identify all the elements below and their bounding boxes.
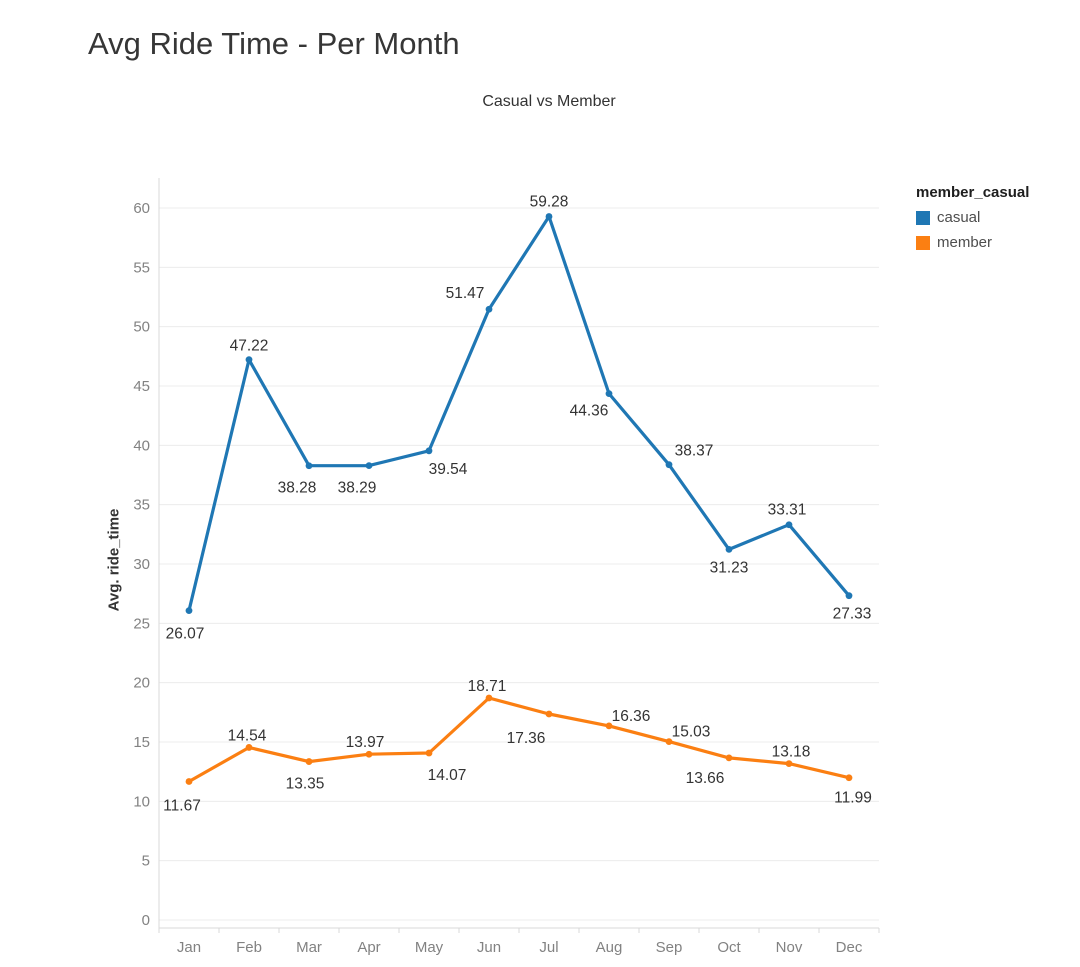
legend-item-casual[interactable]: casual [916,209,1076,226]
x-tick-label-jul: Jul [539,939,558,956]
legend-label-casual: casual [937,209,981,226]
data-label-casual-jan: 26.07 [166,626,205,643]
data-point-casual-dec[interactable] [845,592,853,600]
casual-swatch-icon [916,210,930,225]
data-point-member-dec[interactable] [845,774,853,782]
data-point-member-jan[interactable] [185,778,193,785]
data-point-member-apr[interactable] [365,750,373,758]
legend-title: member_casual [916,184,1030,201]
data-point-casual-feb[interactable] [245,356,253,364]
data-label-member-may: 14.07 [428,767,467,784]
data-point-casual-aug[interactable] [605,390,613,397]
x-tick-label-may: May [415,939,444,956]
data-point-member-jun[interactable] [485,694,493,702]
y-tick-label: 25 [133,615,150,632]
chart-subtitle: Casual vs Member [482,93,616,110]
data-point-casual-jan[interactable] [185,607,193,615]
y-tick-label: 45 [133,378,150,395]
data-label-member-mar: 13.35 [286,776,325,793]
data-label-casual-feb: 47.22 [230,338,269,355]
x-tick-label-jan: Jan [177,939,201,956]
x-tick-label-apr: Apr [357,939,380,956]
data-point-casual-sep[interactable] [665,461,673,469]
chart-title: Avg Ride Time - Per Month [88,26,460,61]
data-point-casual-oct[interactable] [725,546,733,553]
series-line-member[interactable] [187,696,851,784]
data-label-casual-may: 39.54 [429,461,468,478]
y-tick-label: 10 [133,793,150,810]
legend-label-member: member [937,234,993,251]
y-tick-label: 55 [133,259,150,276]
data-point-member-may[interactable] [425,749,433,757]
data-label-casual-oct: 31.23 [710,559,749,576]
data-label-member-dec: 11.99 [834,790,872,807]
x-tick-label-mar: Mar [296,939,322,956]
y-tick-label: 40 [133,437,150,454]
data-label-casual-sep: 38.37 [675,443,714,460]
x-tick-label-nov: Nov [776,939,803,956]
y-tick-label: 35 [133,497,150,514]
data-label-casual-dec: 27.33 [833,606,872,623]
data-point-casual-may[interactable] [425,447,433,455]
y-tick-label: 50 [133,319,150,336]
x-tick-label-sep: Sep [656,939,683,956]
series-line-casual[interactable] [187,214,851,613]
y-tick-label: 15 [133,734,150,751]
data-point-member-sep[interactable] [665,738,673,746]
legend-item-member[interactable]: member [916,234,1076,251]
data-label-member-jun: 18.71 [468,678,507,695]
data-label-casual-apr: 38.29 [338,480,377,497]
legend: member_casual casual member [916,184,1076,259]
data-label-member-sep: 15.03 [672,724,711,741]
data-point-member-jul[interactable] [545,710,553,718]
x-tick-label-feb: Feb [236,939,262,956]
data-point-casual-jun[interactable] [485,305,493,313]
data-point-casual-apr[interactable] [365,462,373,470]
data-label-member-oct: 13.66 [686,770,725,787]
x-tick-label-oct: Oct [717,939,741,956]
y-tick-label: 30 [133,556,150,573]
data-label-casual-jun: 51.47 [446,285,485,302]
data-label-member-aug: 16.36 [612,708,651,725]
data-point-member-aug[interactable] [605,722,613,730]
x-tick-label-aug: Aug [596,939,623,956]
member-swatch-icon [916,235,930,250]
data-point-member-feb[interactable] [245,744,253,751]
data-point-casual-mar[interactable] [305,462,313,470]
x-tick-label-dec: Dec [836,939,863,956]
y-tick-label: 0 [142,912,150,929]
data-label-casual-jul: 59.28 [530,194,569,211]
x-tick-label-jun: Jun [477,939,501,956]
data-point-member-nov[interactable] [785,760,793,767]
data-point-casual-nov[interactable] [785,521,793,529]
data-point-member-mar[interactable] [305,758,313,765]
y-tick-label: 5 [142,853,150,870]
y-tick-label: 60 [133,200,150,217]
data-label-casual-mar: 38.28 [278,480,317,497]
data-label-casual-nov: 33.31 [768,502,807,519]
y-tick-label: 20 [133,675,150,692]
data-point-member-oct[interactable] [725,754,733,762]
data-point-casual-jul[interactable] [545,213,553,220]
data-label-member-nov: 13.18 [772,744,811,761]
data-label-member-jul: 17.36 [507,730,546,747]
data-label-member-apr: 13.97 [346,734,385,751]
data-label-member-jan: 11.67 [163,798,201,815]
data-label-member-feb: 14.54 [228,727,267,744]
data-label-casual-aug: 44.36 [570,403,609,420]
